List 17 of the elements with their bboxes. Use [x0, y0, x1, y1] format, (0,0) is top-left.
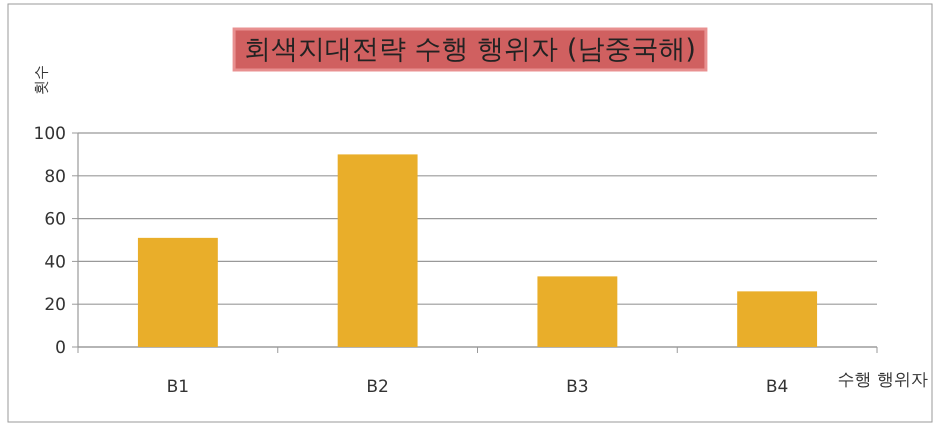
y-tick-label: 80 — [44, 166, 66, 187]
x-tick-label: B1 — [166, 377, 190, 397]
x-tick-label: B2 — [366, 377, 389, 397]
x-axis-title: 수행 행위자 — [838, 370, 928, 390]
y-tick-label: 40 — [44, 252, 66, 272]
bar — [537, 276, 618, 347]
y-tick-label: 60 — [44, 210, 66, 230]
bar — [138, 238, 218, 347]
y-axis-title: 횟수 — [32, 65, 50, 95]
x-tick-label: B4 — [766, 377, 788, 397]
y-tick-label: 100 — [34, 124, 66, 144]
bar — [338, 154, 418, 347]
bar — [737, 291, 818, 347]
y-tick-label: 0 — [55, 338, 66, 358]
x-tick-label: B3 — [566, 377, 589, 397]
y-tick-label: 20 — [44, 295, 66, 316]
chart-title: 회색지대전략 수행 행위자 (남중국해) — [244, 34, 696, 65]
